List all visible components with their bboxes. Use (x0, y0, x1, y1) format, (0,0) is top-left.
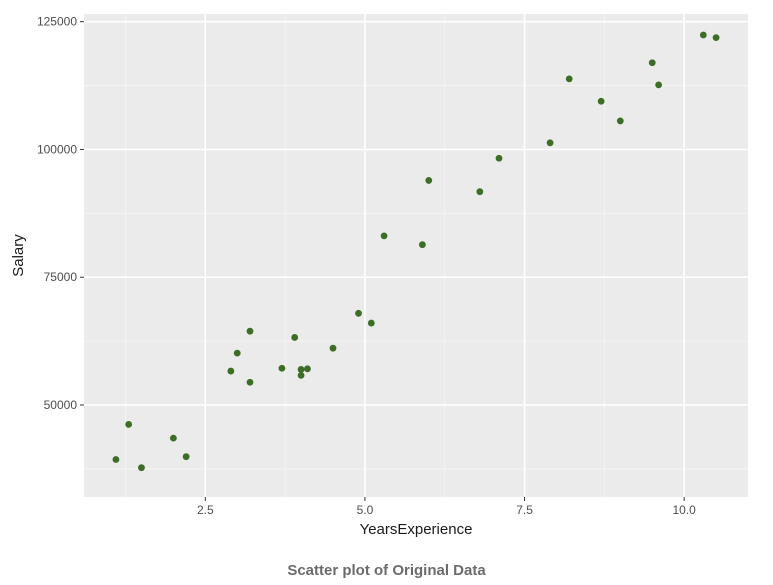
data-point (495, 154, 503, 162)
x-tick-label: 5.0 (357, 503, 374, 517)
data-point (355, 309, 362, 317)
data-point (648, 59, 656, 67)
x-axis: 2.5 5.0 7.5 10.0 (197, 497, 696, 517)
plot-panel (84, 14, 748, 497)
data-point (227, 367, 235, 375)
y-axis-title: Salary (10, 234, 27, 277)
y-tick-label: 125000 (37, 15, 77, 29)
major-gridlines (84, 14, 748, 497)
data-point (655, 81, 663, 89)
data-point (616, 117, 624, 125)
data-point (367, 319, 375, 327)
data-point (597, 97, 605, 105)
y-tick-label: 100000 (37, 142, 77, 156)
data-point (112, 456, 120, 463)
data-point (304, 365, 311, 373)
data-point (476, 188, 484, 196)
x-tick-label: 2.5 (197, 503, 214, 517)
y-tick-label: 75000 (44, 270, 78, 284)
data-point (546, 139, 554, 147)
data-point (169, 434, 177, 442)
data-point (182, 453, 190, 461)
x-tick-label: 7.5 (516, 503, 533, 517)
data-point (712, 34, 720, 42)
data-point (297, 366, 305, 373)
data-point (565, 75, 573, 83)
data-point (380, 232, 388, 240)
data-points (112, 31, 720, 472)
x-axis-title: YearsExperience (360, 521, 473, 538)
figure-caption: Scatter plot of Original Data (287, 562, 486, 579)
data-point (278, 364, 286, 372)
data-point (329, 344, 337, 352)
data-point (291, 334, 299, 341)
data-point (297, 371, 305, 379)
data-point (699, 31, 707, 39)
scatter-chart: 2.5 5.0 7.5 10.0 50000 75000 100000 125000 Yea… (10, 14, 748, 538)
data-point (246, 327, 254, 335)
minor-gridlines (84, 14, 748, 497)
data-point (125, 420, 133, 428)
data-point (138, 464, 145, 472)
data-point (233, 349, 241, 357)
data-point (418, 241, 426, 249)
data-point (425, 177, 433, 184)
y-tick-label: 50000 (44, 398, 78, 412)
y-axis: 50000 75000 100000 125000 (37, 15, 84, 412)
data-point (246, 378, 254, 386)
x-tick-label: 10.0 (672, 503, 696, 517)
